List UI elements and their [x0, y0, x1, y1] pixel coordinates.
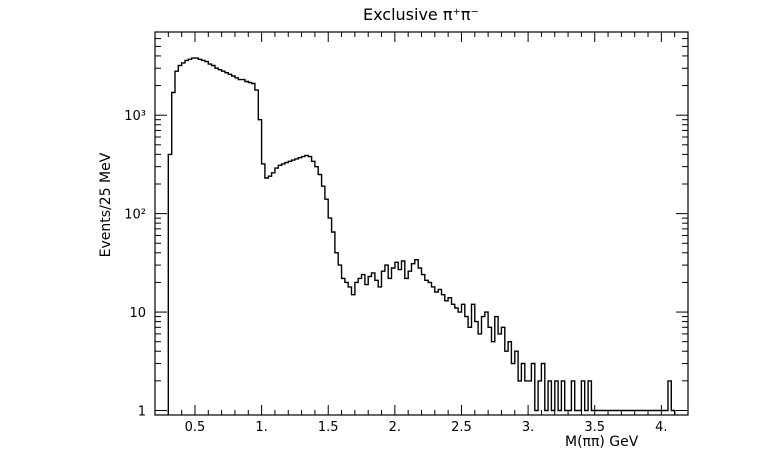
chart-title: Exclusive π⁺π⁻: [363, 5, 479, 24]
x-tick-label: 2.: [389, 420, 401, 435]
y-tick-label: 1: [138, 404, 146, 419]
x-tick-label: 3.: [522, 420, 534, 435]
x-tick-label: 3.5: [584, 420, 605, 435]
x-tick-label: 2.5: [451, 420, 472, 435]
plot-frame: [154, 31, 689, 416]
y-tick-labels: 1 10 10² 10³: [124, 109, 146, 419]
y-tick-label: 10³: [124, 109, 146, 124]
y-tick-label: 10²: [124, 208, 146, 223]
x-axis-label: M(ππ) GeV: [565, 434, 639, 450]
x-tick-label: 4.: [655, 420, 667, 435]
histogram-series: [167, 57, 676, 415]
x-tick-label: 1.5: [318, 420, 339, 435]
x-tick-label: 1.: [255, 420, 267, 435]
axis-ticks: [155, 31, 688, 415]
x-tick-label: 0.5: [185, 420, 206, 435]
x-tick-labels: 0.5 1. 1.5 2. 2.5 3. 3.5 4.: [185, 420, 668, 435]
y-tick-label: 10: [129, 306, 146, 321]
y-axis-label: Events/25 MeV: [98, 152, 114, 257]
